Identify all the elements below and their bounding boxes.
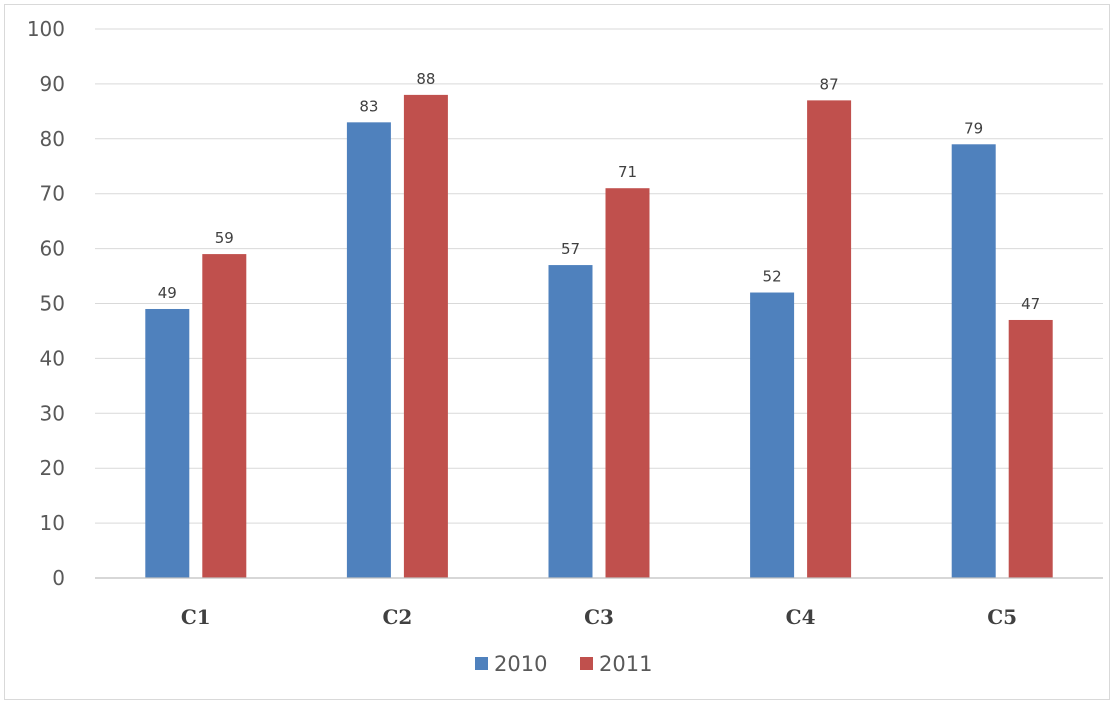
gridlines xyxy=(95,28,1103,524)
y-tick-label-60: 60 xyxy=(40,237,65,261)
legend: 2010 2011 xyxy=(475,652,652,676)
bar-c2-2011 xyxy=(403,94,448,578)
x-tick-label-c1: C1 xyxy=(181,605,211,629)
data-label-c4-2011: 87 xyxy=(820,75,839,93)
data-labels: 49 59 83 88 57 71 52 87 79 47 xyxy=(158,70,1040,313)
data-label-c1-2010: 49 xyxy=(158,284,177,302)
chart-frame: 0 10 20 30 40 50 60 70 80 90 100 49 59 83 88 57 71 52 87 7… xyxy=(4,4,1110,700)
data-label-c2-2011: 88 xyxy=(416,70,435,88)
x-tick-label-c4: C4 xyxy=(786,605,816,629)
x-tick-label-c2: C2 xyxy=(382,605,412,629)
y-axis: 0 10 20 30 40 50 60 70 80 90 100 xyxy=(27,17,65,590)
y-tick-label-50: 50 xyxy=(40,292,65,316)
bar-c3-2011 xyxy=(605,188,650,578)
data-label-c2-2010: 83 xyxy=(359,97,378,115)
bars xyxy=(145,94,1053,579)
bar-c1-2011 xyxy=(202,254,247,578)
bar-c2-2010 xyxy=(346,122,391,578)
y-tick-label-10: 10 xyxy=(40,511,65,535)
y-tick-label-100: 100 xyxy=(27,17,65,41)
data-label-c5-2011: 47 xyxy=(1021,295,1040,313)
y-tick-label-70: 70 xyxy=(40,182,65,206)
x-tick-label-c3: C3 xyxy=(584,605,614,629)
y-tick-label-40: 40 xyxy=(40,346,65,370)
legend-label-2010: 2010 xyxy=(494,652,547,676)
data-label-c1-2011: 59 xyxy=(215,229,234,247)
legend-swatch-2011 xyxy=(580,657,593,670)
y-tick-label-20: 20 xyxy=(40,456,65,480)
bar-c5-2010 xyxy=(951,144,996,579)
y-tick-label-80: 80 xyxy=(40,127,65,151)
legend-label-2011: 2011 xyxy=(599,652,652,676)
data-label-c5-2010: 79 xyxy=(964,119,983,137)
bar-chart: 0 10 20 30 40 50 60 70 80 90 100 49 59 83 88 57 71 52 87 7… xyxy=(27,17,1103,676)
bar-c4-2010 xyxy=(750,292,795,578)
data-label-c4-2010: 52 xyxy=(763,268,782,286)
bar-c5-2011 xyxy=(1008,319,1053,578)
bar-c3-2010 xyxy=(548,265,593,578)
bar-c4-2011 xyxy=(807,100,852,579)
data-label-c3-2011: 71 xyxy=(618,163,637,181)
legend-swatch-2010 xyxy=(475,657,488,670)
y-tick-label-90: 90 xyxy=(40,72,65,96)
x-tick-label-c5: C5 xyxy=(987,605,1017,629)
y-tick-label-30: 30 xyxy=(40,401,65,425)
data-label-c3-2010: 57 xyxy=(561,240,580,258)
y-tick-label-0: 0 xyxy=(52,566,65,590)
bar-c1-2010 xyxy=(145,308,190,578)
x-axis: C1 C2 C3 C4 C5 xyxy=(95,577,1103,629)
